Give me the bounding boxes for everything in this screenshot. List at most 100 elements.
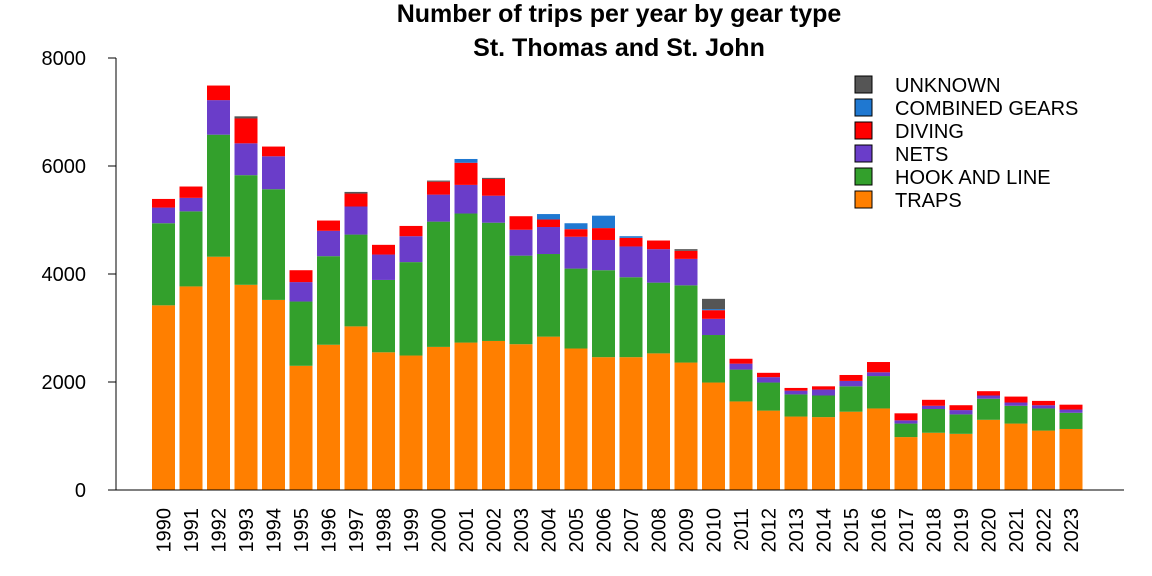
bar-1991-hook-and-line <box>179 211 203 287</box>
bar-1990-diving <box>152 198 175 208</box>
x-tick-label-2009: 2009 <box>676 508 698 553</box>
bar-2003-diving <box>509 216 533 230</box>
x-tick-label-2003: 2003 <box>511 508 533 553</box>
bar-2021-nets <box>1004 402 1028 406</box>
bar-2012-nets <box>757 377 780 383</box>
bar-1993-diving <box>234 118 258 144</box>
bar-2000-unknown <box>427 180 450 182</box>
x-tick-label-2000: 2000 <box>429 508 451 553</box>
bar-2017-diving <box>894 413 918 421</box>
bars-group <box>152 85 1083 490</box>
bar-1993-traps <box>234 284 258 490</box>
bar-2017-traps <box>894 437 918 490</box>
bar-2012-traps <box>757 410 780 490</box>
bar-2000-traps <box>427 346 450 490</box>
bar-2014-hook-and-line <box>812 395 835 418</box>
bar-1991-diving <box>179 186 203 198</box>
bar-2005-diving <box>564 229 588 237</box>
bar-2020-nets <box>977 395 1000 399</box>
x-tick-label-1996: 1996 <box>319 508 341 553</box>
bar-2011-nets <box>729 363 753 370</box>
x-tick-label-2020: 2020 <box>979 508 1001 553</box>
bar-2009-nets <box>674 258 698 286</box>
bar-1991-traps <box>179 286 203 490</box>
x-tick-label-1994: 1994 <box>264 508 286 553</box>
bar-1992-hook-and-line <box>207 134 230 257</box>
x-tick-label-2005: 2005 <box>566 508 588 553</box>
bar-2014-traps <box>812 417 835 490</box>
y-tick-label-8000: 8000 <box>42 48 87 70</box>
legend-label-combined-gears: COMBINED GEARS <box>895 98 1078 120</box>
bar-2001-hook-and-line <box>454 213 478 343</box>
bar-2004-diving <box>537 219 560 228</box>
y-axis: 0 2000 4000 6000 8000 <box>42 48 117 502</box>
bar-1997-hook-and-line <box>344 234 368 327</box>
x-tick-label-2017: 2017 <box>896 508 918 553</box>
bar-2005-traps <box>564 348 588 490</box>
x-tick-label-1993: 1993 <box>236 508 258 553</box>
bar-2014-nets <box>812 389 835 396</box>
bar-2002-nets <box>482 195 505 223</box>
bar-2006-diving <box>592 228 615 240</box>
x-tick-label-2013: 2013 <box>786 508 808 553</box>
bar-2007-nets <box>619 246 643 278</box>
legend-label-unknown: UNKNOWN <box>895 75 1001 97</box>
bar-1997-nets <box>344 206 368 235</box>
bar-2007-diving <box>619 237 643 247</box>
legend-label-traps: TRAPS <box>895 190 962 212</box>
bar-1995-traps <box>289 365 313 490</box>
bar-2021-hook-and-line <box>1004 405 1028 424</box>
chart-title: Number of trips per year by gear type <box>397 0 842 28</box>
bar-2015-hook-and-line <box>839 386 863 412</box>
bar-2010-traps <box>702 382 725 490</box>
bar-2003-nets <box>509 229 533 256</box>
bar-2002-hook-and-line <box>482 222 505 341</box>
bar-2003-traps <box>509 344 533 490</box>
bar-1995-nets <box>289 282 313 302</box>
x-tick-label-2008: 2008 <box>649 508 671 553</box>
bar-2020-traps <box>977 419 1000 490</box>
x-tick-label-2016: 2016 <box>869 508 891 553</box>
y-tick-label-6000: 6000 <box>42 156 87 178</box>
x-tick-label-1992: 1992 <box>209 508 231 553</box>
bar-2002-diving <box>482 178 505 196</box>
legend-label-nets: NETS <box>895 144 948 166</box>
bar-2019-nets <box>949 410 973 415</box>
bar-2017-hook-and-line <box>894 423 918 438</box>
legend-swatch-diving <box>854 121 873 140</box>
bar-2006-nets <box>592 239 615 271</box>
x-tick-label-2022: 2022 <box>1034 508 1056 553</box>
bar-1995-hook-and-line <box>289 301 313 366</box>
bar-2002-traps <box>482 340 505 490</box>
y-tick-label-0: 0 <box>75 480 86 502</box>
bar-2013-hook-and-line <box>784 394 808 417</box>
bar-1998-nets <box>372 254 395 280</box>
bar-2000-hook-and-line <box>427 221 450 347</box>
bar-2008-traps <box>647 353 670 490</box>
x-tick-label-2010: 2010 <box>704 508 726 553</box>
bar-2015-traps <box>839 411 863 490</box>
bar-2010-hook-and-line <box>702 335 725 383</box>
bar-2013-diving <box>784 387 808 391</box>
x-tick-label-1997: 1997 <box>346 508 368 553</box>
bar-2000-diving <box>427 181 450 195</box>
bar-2015-nets <box>839 380 863 387</box>
bar-2008-hook-and-line <box>647 282 670 354</box>
bar-2010-diving <box>702 310 725 319</box>
bar-1996-traps <box>317 344 340 490</box>
legend-swatch-nets <box>854 144 873 163</box>
bar-2019-traps <box>949 433 973 490</box>
bar-2008-diving <box>647 240 670 250</box>
x-tick-label-1991: 1991 <box>181 508 203 553</box>
bar-2011-diving <box>729 358 753 364</box>
bar-2022-hook-and-line <box>1032 408 1055 431</box>
legend-swatch-combined-gears <box>854 98 873 117</box>
bar-1997-diving <box>344 193 368 207</box>
bar-2006-traps <box>592 357 615 490</box>
x-tick-label-1990: 1990 <box>154 508 176 553</box>
bar-2002-unknown <box>482 177 505 179</box>
bar-2018-traps <box>922 432 945 490</box>
bar-1995-diving <box>289 270 313 283</box>
bar-1999-nets <box>399 236 423 263</box>
